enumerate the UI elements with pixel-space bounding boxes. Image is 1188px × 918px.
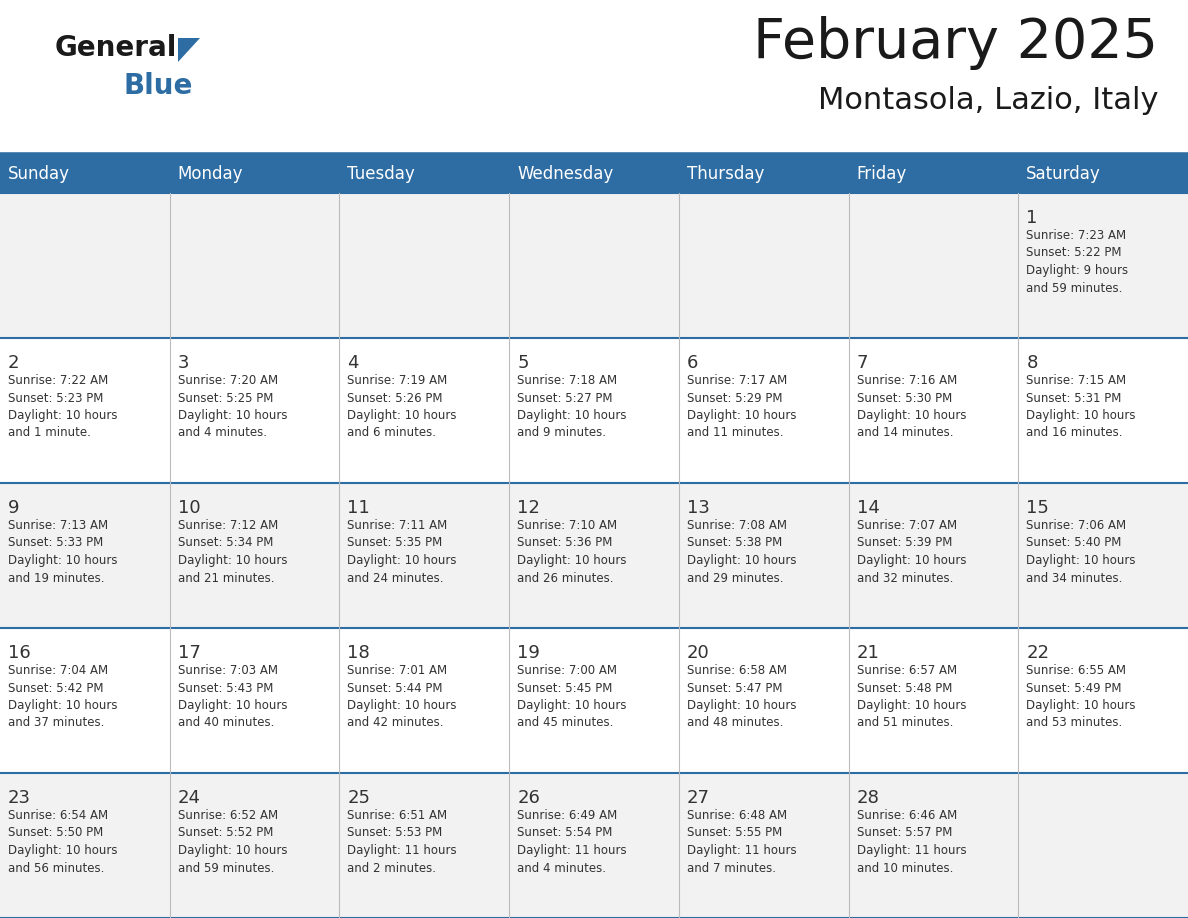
Text: Sunrise: 7:18 AM
Sunset: 5:27 PM
Daylight: 10 hours
and 9 minutes.: Sunrise: 7:18 AM Sunset: 5:27 PM Dayligh… [517, 374, 626, 440]
Bar [0, 338, 1188, 483]
Text: 13: 13 [687, 499, 709, 517]
Text: Friday: Friday [857, 165, 906, 183]
Text: Sunrise: 7:06 AM
Sunset: 5:40 PM
Daylight: 10 hours
and 34 minutes.: Sunrise: 7:06 AM Sunset: 5:40 PM Dayligh… [1026, 519, 1136, 585]
Text: Sunrise: 6:51 AM
Sunset: 5:53 PM
Daylight: 11 hours
and 2 minutes.: Sunrise: 6:51 AM Sunset: 5:53 PM Dayligh… [347, 809, 457, 875]
Text: Tuesday: Tuesday [347, 165, 415, 183]
Text: Sunrise: 7:17 AM
Sunset: 5:29 PM
Daylight: 10 hours
and 11 minutes.: Sunrise: 7:17 AM Sunset: 5:29 PM Dayligh… [687, 374, 796, 440]
Text: Sunrise: 7:23 AM
Sunset: 5:22 PM
Daylight: 9 hours
and 59 minutes.: Sunrise: 7:23 AM Sunset: 5:22 PM Dayligh… [1026, 229, 1129, 295]
Text: Sunrise: 7:07 AM
Sunset: 5:39 PM
Daylight: 10 hours
and 32 minutes.: Sunrise: 7:07 AM Sunset: 5:39 PM Dayligh… [857, 519, 966, 585]
Text: Sunrise: 7:16 AM
Sunset: 5:30 PM
Daylight: 10 hours
and 14 minutes.: Sunrise: 7:16 AM Sunset: 5:30 PM Dayligh… [857, 374, 966, 440]
Text: 24: 24 [178, 789, 201, 807]
Text: 5: 5 [517, 354, 529, 372]
Bar [0, 193, 1188, 338]
Bar [0, 628, 1188, 773]
Text: Sunrise: 6:58 AM
Sunset: 5:47 PM
Daylight: 10 hours
and 48 minutes.: Sunrise: 6:58 AM Sunset: 5:47 PM Dayligh… [687, 664, 796, 730]
Text: 18: 18 [347, 644, 371, 662]
Text: Blue: Blue [124, 72, 192, 100]
Text: Sunrise: 7:01 AM
Sunset: 5:44 PM
Daylight: 10 hours
and 42 minutes.: Sunrise: 7:01 AM Sunset: 5:44 PM Dayligh… [347, 664, 457, 730]
Text: 23: 23 [8, 789, 31, 807]
Bar [0, 483, 1188, 628]
Text: 16: 16 [8, 644, 31, 662]
Text: Sunrise: 7:00 AM
Sunset: 5:45 PM
Daylight: 10 hours
and 45 minutes.: Sunrise: 7:00 AM Sunset: 5:45 PM Dayligh… [517, 664, 626, 730]
Text: 4: 4 [347, 354, 359, 372]
Text: Wednesday: Wednesday [517, 165, 613, 183]
Text: Sunrise: 7:04 AM
Sunset: 5:42 PM
Daylight: 10 hours
and 37 minutes.: Sunrise: 7:04 AM Sunset: 5:42 PM Dayligh… [8, 664, 118, 730]
Text: 12: 12 [517, 499, 541, 517]
Text: Sunrise: 7:15 AM
Sunset: 5:31 PM
Daylight: 10 hours
and 16 minutes.: Sunrise: 7:15 AM Sunset: 5:31 PM Dayligh… [1026, 374, 1136, 440]
Text: Sunrise: 7:20 AM
Sunset: 5:25 PM
Daylight: 10 hours
and 4 minutes.: Sunrise: 7:20 AM Sunset: 5:25 PM Dayligh… [178, 374, 287, 440]
Polygon shape [178, 38, 200, 62]
Text: 11: 11 [347, 499, 371, 517]
Text: 7: 7 [857, 354, 868, 372]
Text: Sunrise: 7:10 AM
Sunset: 5:36 PM
Daylight: 10 hours
and 26 minutes.: Sunrise: 7:10 AM Sunset: 5:36 PM Dayligh… [517, 519, 626, 585]
Text: 22: 22 [1026, 644, 1049, 662]
Text: 1: 1 [1026, 209, 1037, 227]
Text: Sunrise: 7:22 AM
Sunset: 5:23 PM
Daylight: 10 hours
and 1 minute.: Sunrise: 7:22 AM Sunset: 5:23 PM Dayligh… [8, 374, 118, 440]
Text: 6: 6 [687, 354, 699, 372]
Text: Sunrise: 6:55 AM
Sunset: 5:49 PM
Daylight: 10 hours
and 53 minutes.: Sunrise: 6:55 AM Sunset: 5:49 PM Dayligh… [1026, 664, 1136, 730]
Text: 20: 20 [687, 644, 709, 662]
Text: 17: 17 [178, 644, 201, 662]
Text: Sunrise: 6:54 AM
Sunset: 5:50 PM
Daylight: 10 hours
and 56 minutes.: Sunrise: 6:54 AM Sunset: 5:50 PM Dayligh… [8, 809, 118, 875]
Text: 9: 9 [8, 499, 19, 517]
Bar [0, 773, 1188, 918]
Text: 27: 27 [687, 789, 710, 807]
Text: 14: 14 [857, 499, 879, 517]
Text: General: General [55, 34, 177, 62]
Text: Thursday: Thursday [687, 165, 764, 183]
Text: Sunrise: 7:03 AM
Sunset: 5:43 PM
Daylight: 10 hours
and 40 minutes.: Sunrise: 7:03 AM Sunset: 5:43 PM Dayligh… [178, 664, 287, 730]
Text: Montasola, Lazio, Italy: Montasola, Lazio, Italy [817, 86, 1158, 115]
Text: 28: 28 [857, 789, 879, 807]
Text: Sunrise: 6:52 AM
Sunset: 5:52 PM
Daylight: 10 hours
and 59 minutes.: Sunrise: 6:52 AM Sunset: 5:52 PM Dayligh… [178, 809, 287, 875]
Text: 19: 19 [517, 644, 541, 662]
Text: Saturday: Saturday [1026, 165, 1101, 183]
Text: 15: 15 [1026, 499, 1049, 517]
Text: Sunrise: 7:13 AM
Sunset: 5:33 PM
Daylight: 10 hours
and 19 minutes.: Sunrise: 7:13 AM Sunset: 5:33 PM Dayligh… [8, 519, 118, 585]
Text: 3: 3 [178, 354, 189, 372]
Text: 10: 10 [178, 499, 201, 517]
Text: 21: 21 [857, 644, 879, 662]
Text: Sunday: Sunday [8, 165, 70, 183]
Text: Sunrise: 6:57 AM
Sunset: 5:48 PM
Daylight: 10 hours
and 51 minutes.: Sunrise: 6:57 AM Sunset: 5:48 PM Dayligh… [857, 664, 966, 730]
Text: Sunrise: 7:19 AM
Sunset: 5:26 PM
Daylight: 10 hours
and 6 minutes.: Sunrise: 7:19 AM Sunset: 5:26 PM Dayligh… [347, 374, 457, 440]
Text: Sunrise: 6:49 AM
Sunset: 5:54 PM
Daylight: 11 hours
and 4 minutes.: Sunrise: 6:49 AM Sunset: 5:54 PM Dayligh… [517, 809, 627, 875]
Text: Sunrise: 7:08 AM
Sunset: 5:38 PM
Daylight: 10 hours
and 29 minutes.: Sunrise: 7:08 AM Sunset: 5:38 PM Dayligh… [687, 519, 796, 585]
Text: 2: 2 [8, 354, 19, 372]
Text: Sunrise: 7:12 AM
Sunset: 5:34 PM
Daylight: 10 hours
and 21 minutes.: Sunrise: 7:12 AM Sunset: 5:34 PM Dayligh… [178, 519, 287, 585]
Text: Monday: Monday [178, 165, 244, 183]
Text: Sunrise: 6:48 AM
Sunset: 5:55 PM
Daylight: 11 hours
and 7 minutes.: Sunrise: 6:48 AM Sunset: 5:55 PM Dayligh… [687, 809, 796, 875]
Text: 8: 8 [1026, 354, 1037, 372]
Text: Sunrise: 6:46 AM
Sunset: 5:57 PM
Daylight: 11 hours
and 10 minutes.: Sunrise: 6:46 AM Sunset: 5:57 PM Dayligh… [857, 809, 966, 875]
Text: 26: 26 [517, 789, 541, 807]
Text: Sunrise: 7:11 AM
Sunset: 5:35 PM
Daylight: 10 hours
and 24 minutes.: Sunrise: 7:11 AM Sunset: 5:35 PM Dayligh… [347, 519, 457, 585]
Text: February 2025: February 2025 [753, 16, 1158, 70]
Text: 25: 25 [347, 789, 371, 807]
Bar [0, 155, 1188, 193]
